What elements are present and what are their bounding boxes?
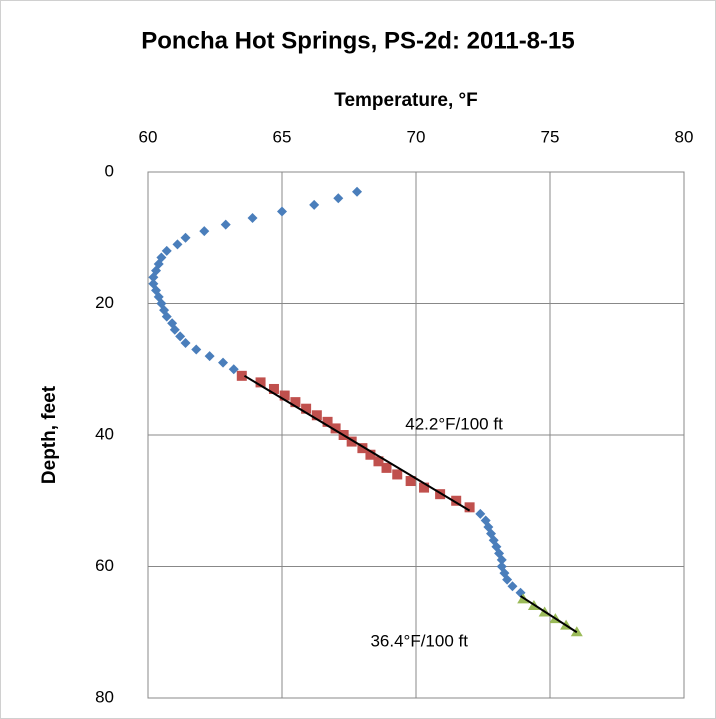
point: [352, 186, 363, 197]
point: [161, 245, 172, 256]
point: [507, 581, 518, 592]
point: [365, 449, 376, 460]
y-tick-label: 20: [95, 293, 114, 312]
point: [218, 357, 229, 368]
annotation: 42.2°F/100 ft: [405, 415, 503, 434]
x-axis-title: Temperature, °F: [334, 90, 477, 111]
point: [496, 554, 507, 565]
x-tick-label: 65: [273, 127, 292, 146]
point: [322, 416, 333, 427]
point: [169, 324, 180, 335]
y-axis-title: Depth, feet: [39, 385, 60, 484]
point: [180, 337, 191, 348]
point: [199, 226, 210, 237]
point: [373, 456, 384, 467]
x-tick-label: 70: [407, 127, 426, 146]
point: [220, 219, 231, 230]
y-tick-label: 0: [105, 161, 114, 180]
point: [502, 574, 513, 585]
point: [172, 239, 183, 250]
point: [330, 423, 341, 434]
point: [357, 443, 368, 454]
plot-border: [147, 171, 685, 699]
point: [464, 502, 475, 513]
point: [435, 489, 446, 500]
chart-title: Poncha Hot Springs, PS-2d: 2011-8-15: [141, 27, 574, 54]
y-tick-label: 40: [95, 424, 114, 443]
point: [268, 383, 279, 394]
point: [301, 403, 312, 414]
annotation: 36.4°F/100 ft: [370, 632, 468, 651]
point: [346, 436, 357, 447]
point: [180, 232, 191, 243]
point: [148, 272, 159, 283]
point: [255, 377, 266, 388]
point: [236, 370, 247, 381]
x-tick-label: 75: [541, 127, 560, 146]
point: [392, 469, 403, 480]
x-tick-label: 60: [139, 127, 158, 146]
point: [405, 476, 416, 487]
point: [161, 311, 172, 322]
point: [333, 193, 344, 204]
point: [290, 397, 301, 408]
point: [277, 206, 287, 217]
trend-line: [243, 374, 471, 512]
point: [311, 410, 322, 421]
point: [228, 364, 239, 375]
trend-line: [519, 595, 578, 634]
point: [475, 508, 486, 519]
point: [419, 482, 430, 493]
y-tick-label: 80: [95, 687, 114, 706]
y-tick-label: 60: [95, 556, 114, 575]
point: [191, 344, 202, 355]
point: [247, 213, 258, 224]
point: [451, 495, 462, 506]
point: [175, 331, 186, 342]
point: [309, 199, 320, 210]
x-tick-label: 80: [675, 127, 694, 146]
point: [381, 462, 392, 473]
point: [279, 390, 290, 401]
point: [204, 351, 215, 362]
